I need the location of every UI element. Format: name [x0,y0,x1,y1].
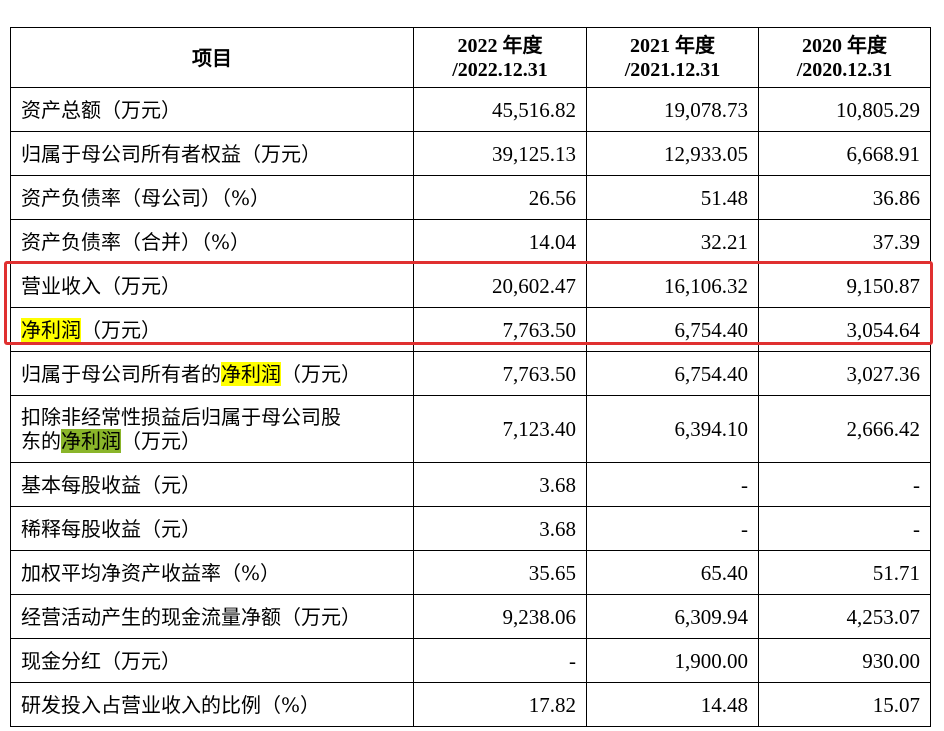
value-2022: 20,602.47 [413,263,587,308]
value-2020: 36.86 [758,175,931,220]
header-2020-year: 2020 年度 [802,34,887,57]
value-2020: 15.07 [758,682,931,727]
value-2020: 3,027.36 [758,351,931,396]
table-header-row: 项目 2022 年度 /2022.12.31 2021 年度 /2021.12.… [10,27,931,88]
value-2021: 6,754.40 [586,351,759,396]
row-label: 加权平均净资产收益率（%） [10,550,414,595]
value-2022: 7,123.40 [413,395,587,463]
financial-table: 项目 2022 年度 /2022.12.31 2021 年度 /2021.12.… [10,27,931,727]
value-2021: 12,933.05 [586,131,759,176]
value-2020: 51.71 [758,550,931,595]
value-2022: - [413,638,587,683]
table-row-deducted-net-profit: 扣除非经常性损益后归属于母公司股 东的净利润（万元） 7,123.40 6,39… [10,395,931,463]
row-label: 经营活动产生的现金流量净额（万元） [10,594,414,639]
value-2022: 45,516.82 [413,87,587,132]
value-2021: 16,106.32 [586,263,759,308]
row-label-suffix: （万元） [81,317,161,342]
value-2020: 10,805.29 [758,87,931,132]
value-2021: 6,754.40 [586,307,759,352]
value-2022: 3.68 [413,506,587,551]
header-2022-date: /2022.12.31 [452,58,548,81]
table-row-net-profit: 净利润（万元） 7,763.50 6,754.40 3,054.64 [10,307,931,352]
value-2021: - [586,506,759,551]
row-label: 扣除非经常性损益后归属于母公司股 东的净利润（万元） [10,395,414,463]
table-row-rd-ratio: 研发投入占营业收入的比例（%） 17.82 14.48 15.07 [10,682,931,727]
table-row-revenue: 营业收入（万元） 20,602.47 16,106.32 9,150.87 [10,263,931,308]
value-2022: 26.56 [413,175,587,220]
value-2020: 3,054.64 [758,307,931,352]
row-label: 净利润（万元） [10,307,414,352]
highlighted-term: 净利润 [61,429,121,453]
value-2020: - [758,462,931,507]
header-2021-date: /2021.12.31 [624,58,721,81]
highlighted-term: 净利润 [21,317,81,342]
row-label: 基本每股收益（元） [10,462,414,507]
header-item: 项目 [10,27,414,88]
header-2022: 2022 年度 /2022.12.31 [413,27,587,88]
value-2022: 9,238.06 [413,594,587,639]
value-2020: 2,666.42 [758,395,931,463]
table-row-parent-equity: 归属于母公司所有者权益（万元） 39,125.13 12,933.05 6,66… [10,131,931,176]
row-label-prefix: 归属于母公司所有者的 [21,361,221,386]
value-2022: 17.82 [413,682,587,727]
value-2021: 6,309.94 [586,594,759,639]
header-2020: 2020 年度 /2020.12.31 [758,27,931,88]
row-label: 研发投入占营业收入的比例（%） [10,682,414,727]
row-label: 资产总额（万元） [10,87,414,132]
header-2022-year: 2022 年度 [457,34,543,57]
value-2022: 7,763.50 [413,351,587,396]
table-row-debt-ratio-parent: 资产负债率（母公司）（%） 26.56 51.48 36.86 [10,175,931,220]
table-row-roe: 加权平均净资产收益率（%） 35.65 65.40 51.71 [10,550,931,595]
row-label-suffix: （万元） [281,361,361,386]
header-2021-year: 2021 年度 [630,34,715,57]
row-label: 归属于母公司所有者权益（万元） [10,131,414,176]
value-2020: 9,150.87 [758,263,931,308]
row-label: 归属于母公司所有者的净利润（万元） [10,351,414,396]
table-row-cash-dividend: 现金分红（万元） - 1,900.00 930.00 [10,638,931,683]
value-2021: 65.40 [586,550,759,595]
value-2020: 4,253.07 [758,594,931,639]
value-2021: 1,900.00 [586,638,759,683]
value-2021: 6,394.10 [586,395,759,463]
value-2022: 3.68 [413,462,587,507]
highlighted-term: 净利润 [221,361,281,386]
header-2021: 2021 年度 /2021.12.31 [586,27,759,88]
value-2022: 14.04 [413,219,587,264]
value-2022: 7,763.50 [413,307,587,352]
header-2020-date: /2020.12.31 [796,58,893,81]
table-row-diluted-eps: 稀释每股收益（元） 3.68 - - [10,506,931,551]
row-label-suffix: （万元） [121,429,201,453]
table-row-parent-net-profit: 归属于母公司所有者的净利润（万元） 7,763.50 6,754.40 3,02… [10,351,931,396]
value-2022: 35.65 [413,550,587,595]
row-label: 营业收入（万元） [10,263,414,308]
value-2021: - [586,462,759,507]
value-2021: 51.48 [586,175,759,220]
value-2020: 37.39 [758,219,931,264]
row-label: 稀释每股收益（元） [10,506,414,551]
value-2020: - [758,506,931,551]
row-label: 现金分红（万元） [10,638,414,683]
row-label-line1: 扣除非经常性损益后归属于母公司股 [21,405,341,429]
value-2020: 6,668.91 [758,131,931,176]
table-row-operating-cash-flow: 经营活动产生的现金流量净额（万元） 9,238.06 6,309.94 4,25… [10,594,931,639]
row-label-prefix: 东的 [21,429,61,453]
value-2021: 32.21 [586,219,759,264]
table-row-total-assets: 资产总额（万元） 45,516.82 19,078.73 10,805.29 [10,87,931,132]
row-label-line2: 东的净利润（万元） [21,429,403,453]
value-2020: 930.00 [758,638,931,683]
row-label: 资产负债率（母公司）（%） [10,175,414,220]
value-2022: 39,125.13 [413,131,587,176]
value-2021: 14.48 [586,682,759,727]
table-row-debt-ratio-consolidated: 资产负债率（合并）（%） 14.04 32.21 37.39 [10,219,931,264]
row-label: 资产负债率（合并）（%） [10,219,414,264]
value-2021: 19,078.73 [586,87,759,132]
table-row-basic-eps: 基本每股收益（元） 3.68 - - [10,462,931,507]
